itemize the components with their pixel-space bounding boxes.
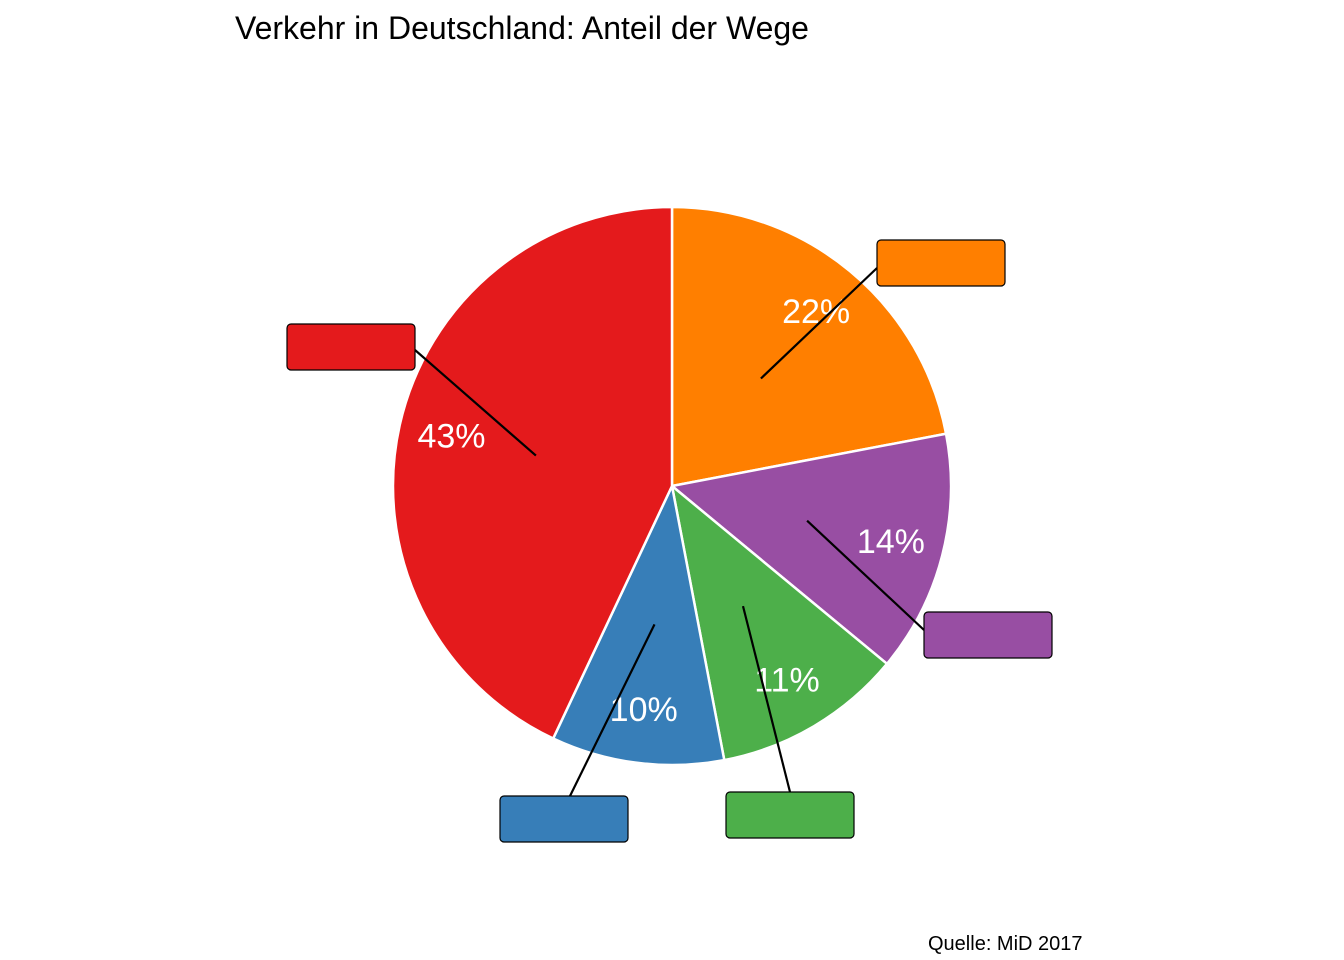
pie-slices: [391, 205, 953, 767]
pie-slice-5: [391, 205, 674, 741]
leader-line-5: [414, 349, 537, 457]
leader-line-1: [760, 267, 878, 380]
label-box-rect-1: [876, 239, 1006, 287]
label-box-rect-5: [286, 323, 416, 371]
chart-caption: Quelle: MiD 2017: [928, 933, 1083, 955]
leader-line-4: [569, 623, 656, 797]
slice-percent-label-2: 14%: [857, 523, 925, 561]
pie-slice-2: [669, 432, 953, 666]
slice-percent-label-5: 43%: [417, 418, 485, 456]
label-box-rect-4: [499, 795, 629, 843]
label-box-2: [923, 611, 1053, 659]
label-box-5: [286, 323, 416, 371]
leader-line-3: [741, 605, 792, 793]
label-box-rect-3: [725, 791, 855, 839]
label-box-rect-2: [923, 611, 1053, 659]
pie-slice-4: [551, 481, 726, 767]
pie-slice-3: [670, 482, 889, 762]
label-box-1: [876, 239, 1006, 287]
leader-line-2: [806, 519, 925, 631]
label-box-3: [725, 791, 855, 839]
slice-percent-label-4: 10%: [610, 691, 678, 729]
pie-slice-1: [670, 205, 948, 488]
label-box-4: [499, 795, 629, 843]
leader-lines: [414, 267, 925, 797]
chart-title: Verkehr in Deutschland: Anteil der Wege: [235, 10, 809, 46]
legend-label-boxes: [286, 239, 1053, 843]
